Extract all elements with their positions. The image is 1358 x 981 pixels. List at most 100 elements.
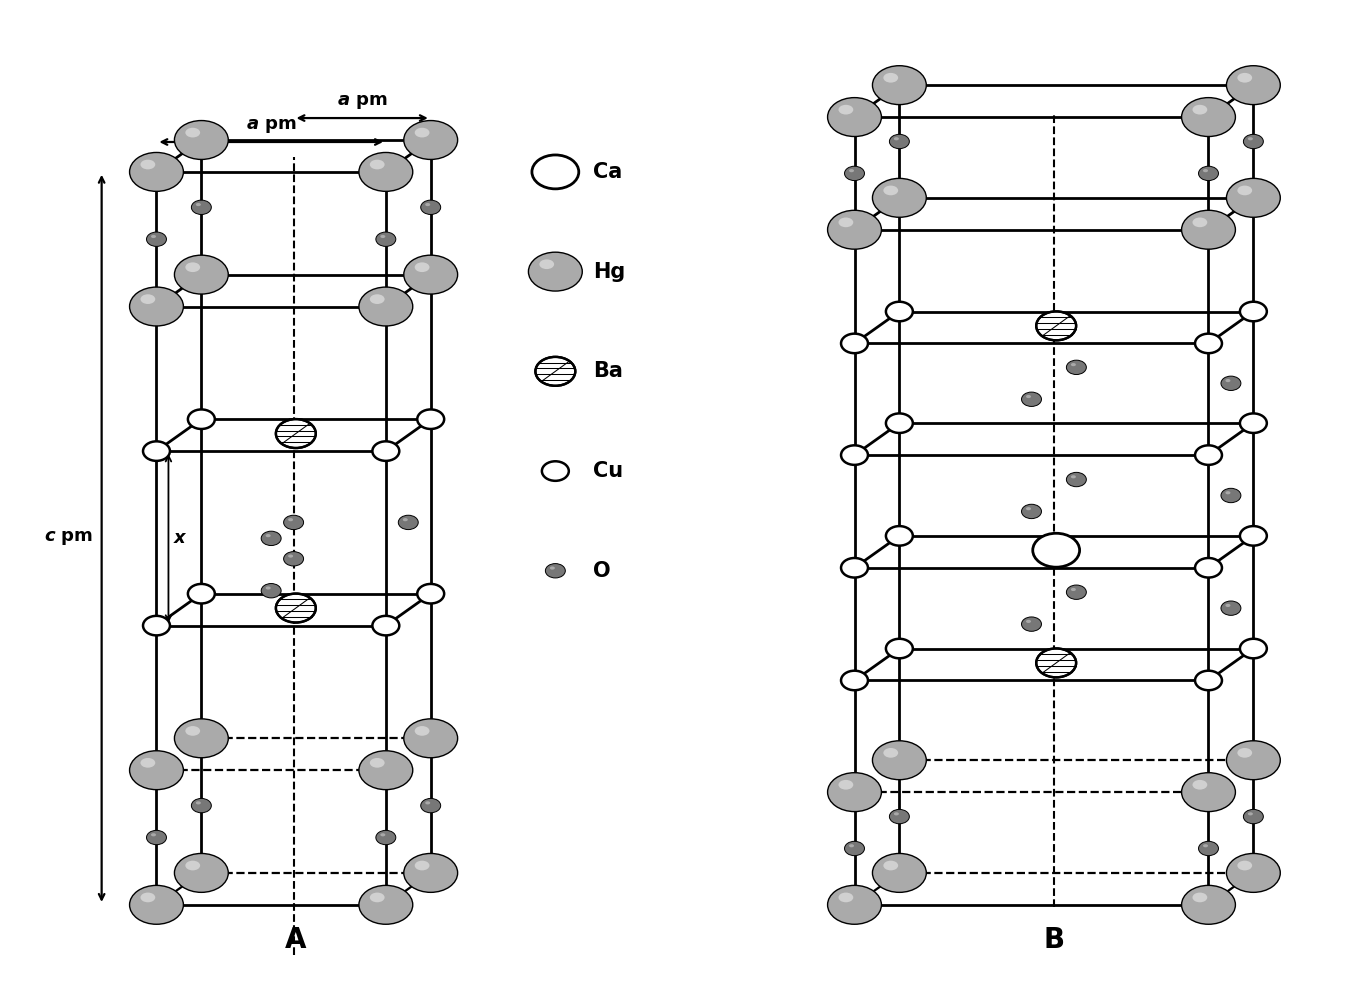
Ellipse shape xyxy=(1226,179,1281,217)
Ellipse shape xyxy=(1027,395,1031,398)
Ellipse shape xyxy=(1237,748,1252,757)
Ellipse shape xyxy=(1244,809,1263,824)
Ellipse shape xyxy=(359,287,413,326)
Ellipse shape xyxy=(1237,73,1252,82)
Ellipse shape xyxy=(1032,534,1080,567)
Ellipse shape xyxy=(1021,504,1042,519)
Ellipse shape xyxy=(1181,773,1236,811)
Ellipse shape xyxy=(841,334,868,353)
Ellipse shape xyxy=(266,587,270,590)
Ellipse shape xyxy=(398,515,418,530)
Ellipse shape xyxy=(841,671,868,691)
Ellipse shape xyxy=(288,554,293,557)
Ellipse shape xyxy=(883,860,898,870)
Ellipse shape xyxy=(1181,210,1236,249)
Ellipse shape xyxy=(1237,185,1252,195)
Text: Ba: Ba xyxy=(593,361,623,382)
Ellipse shape xyxy=(187,409,215,429)
Ellipse shape xyxy=(1203,845,1209,848)
Ellipse shape xyxy=(1027,620,1031,623)
Ellipse shape xyxy=(372,616,399,636)
Ellipse shape xyxy=(1071,588,1076,592)
Ellipse shape xyxy=(894,137,899,140)
Ellipse shape xyxy=(1240,526,1267,545)
Ellipse shape xyxy=(129,287,183,326)
Ellipse shape xyxy=(849,169,854,173)
Ellipse shape xyxy=(535,357,576,386)
Ellipse shape xyxy=(849,845,854,848)
Text: $\boldsymbol{a}$ pm: $\boldsymbol{a}$ pm xyxy=(246,117,296,135)
Ellipse shape xyxy=(542,461,569,481)
Ellipse shape xyxy=(196,203,201,206)
Ellipse shape xyxy=(147,830,167,845)
Ellipse shape xyxy=(174,853,228,893)
Ellipse shape xyxy=(266,534,270,538)
Text: Ca: Ca xyxy=(593,162,622,181)
Text: A: A xyxy=(285,926,307,954)
Ellipse shape xyxy=(838,893,853,903)
Ellipse shape xyxy=(359,750,413,790)
Ellipse shape xyxy=(380,234,386,238)
Ellipse shape xyxy=(376,232,395,246)
Ellipse shape xyxy=(369,758,384,768)
Ellipse shape xyxy=(143,441,170,461)
Ellipse shape xyxy=(1195,671,1222,691)
Ellipse shape xyxy=(403,121,458,160)
Ellipse shape xyxy=(1244,134,1263,149)
Ellipse shape xyxy=(276,419,316,448)
Ellipse shape xyxy=(885,639,913,658)
Ellipse shape xyxy=(1181,98,1236,136)
Ellipse shape xyxy=(1199,842,1218,855)
Ellipse shape xyxy=(546,564,565,578)
Ellipse shape xyxy=(1237,860,1252,870)
Ellipse shape xyxy=(1195,334,1222,353)
Ellipse shape xyxy=(827,773,881,811)
Text: B: B xyxy=(1043,926,1065,954)
Ellipse shape xyxy=(417,584,444,603)
Ellipse shape xyxy=(1181,886,1236,924)
Ellipse shape xyxy=(894,812,899,815)
Ellipse shape xyxy=(872,853,926,893)
Ellipse shape xyxy=(885,302,913,322)
Ellipse shape xyxy=(889,134,910,149)
Ellipse shape xyxy=(1203,169,1209,173)
Ellipse shape xyxy=(1066,585,1086,599)
Ellipse shape xyxy=(129,886,183,924)
Ellipse shape xyxy=(403,853,458,893)
Ellipse shape xyxy=(174,255,228,294)
Ellipse shape xyxy=(191,200,212,215)
Ellipse shape xyxy=(129,750,183,790)
Ellipse shape xyxy=(284,551,304,566)
Ellipse shape xyxy=(261,584,281,597)
Ellipse shape xyxy=(1248,137,1253,140)
Ellipse shape xyxy=(1071,475,1076,479)
Ellipse shape xyxy=(550,566,555,570)
Ellipse shape xyxy=(174,121,228,160)
Text: $\boldsymbol{c}$ pm: $\boldsymbol{c}$ pm xyxy=(45,530,94,547)
Ellipse shape xyxy=(403,518,407,521)
Ellipse shape xyxy=(1195,445,1222,465)
Ellipse shape xyxy=(185,262,200,272)
Ellipse shape xyxy=(1021,392,1042,406)
Ellipse shape xyxy=(288,518,293,521)
Ellipse shape xyxy=(369,160,384,170)
Ellipse shape xyxy=(369,294,384,304)
Ellipse shape xyxy=(872,179,926,217)
Ellipse shape xyxy=(359,886,413,924)
Ellipse shape xyxy=(129,152,183,191)
Ellipse shape xyxy=(885,413,913,433)
Ellipse shape xyxy=(425,801,430,804)
Ellipse shape xyxy=(1226,741,1281,780)
Ellipse shape xyxy=(1199,166,1218,181)
Ellipse shape xyxy=(1192,105,1207,115)
Ellipse shape xyxy=(372,441,399,461)
Ellipse shape xyxy=(1226,853,1281,893)
Ellipse shape xyxy=(1225,491,1230,494)
Ellipse shape xyxy=(403,255,458,294)
Ellipse shape xyxy=(1066,360,1086,375)
Ellipse shape xyxy=(1027,507,1031,510)
Ellipse shape xyxy=(1071,363,1076,366)
Text: Cu: Cu xyxy=(593,461,623,481)
Ellipse shape xyxy=(187,584,215,603)
Ellipse shape xyxy=(1226,66,1281,105)
